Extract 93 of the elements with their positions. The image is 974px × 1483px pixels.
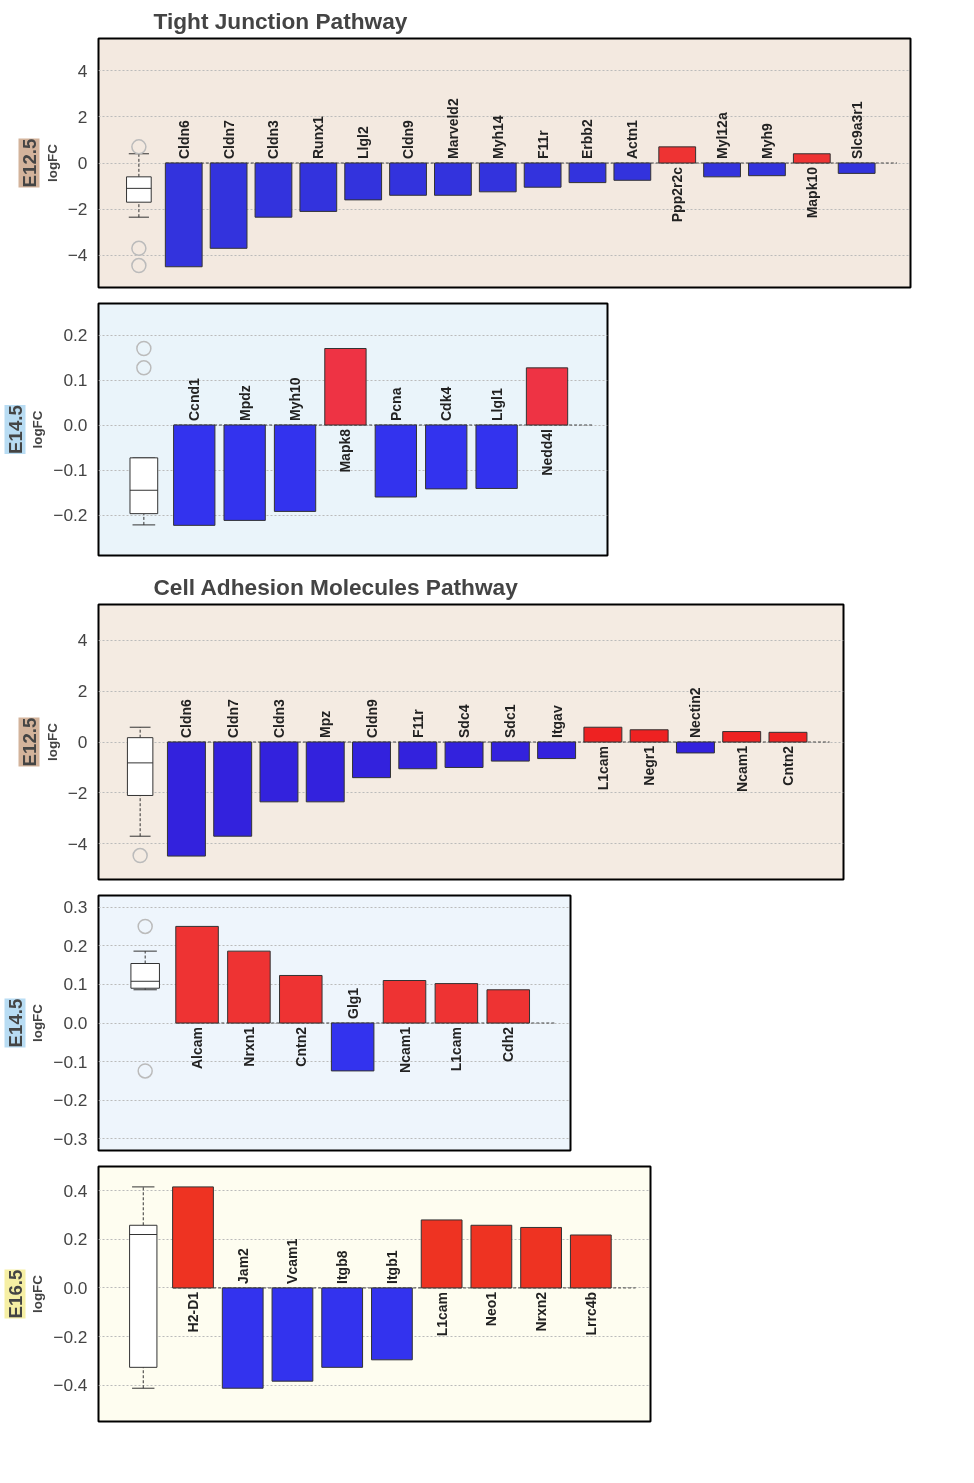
x-tick-label: Cldn6 xyxy=(175,119,192,159)
x-tick-label: Nrxn1 xyxy=(240,1026,257,1067)
y-tick-label: −2 xyxy=(67,782,88,803)
x-tick-label: Pcna xyxy=(387,387,404,421)
chart-title: Cell Adhesion Molecules Pathway xyxy=(153,573,519,600)
text: E12.5 xyxy=(18,138,40,188)
x-tick-label: Ccnd1 xyxy=(186,378,203,421)
text: E16.5 xyxy=(4,1269,26,1319)
y-tick-label: 0.2 xyxy=(63,325,88,345)
x-tick-label: Llgl2 xyxy=(355,126,372,159)
x-tick-label: Lrrc4b xyxy=(582,1291,599,1336)
text: E14.5 xyxy=(4,405,26,454)
y-tick-label: 0.0 xyxy=(63,1013,88,1033)
x-tick-label: Marveld2 xyxy=(444,98,461,159)
y-axis-title: logFC xyxy=(44,143,60,182)
text: E14.5 xyxy=(4,998,26,1048)
y-axis-title: logFC xyxy=(30,1003,46,1042)
x-tick-label: Cldn9 xyxy=(400,119,417,159)
y-tick-label: 4 xyxy=(77,60,88,81)
x-tick-label: Mapk8 xyxy=(337,428,354,473)
x-tick-label: Mpz xyxy=(317,710,334,738)
x-tick-label: Itgb1 xyxy=(383,1250,400,1284)
x-tick-label: Ncam1 xyxy=(396,1026,413,1073)
y-tick-label: 2 xyxy=(77,681,88,702)
x-tick-label: F11r xyxy=(534,129,551,159)
x-tick-label: Ppp2r2c xyxy=(669,166,686,223)
x-tick-label: Cldn3 xyxy=(270,698,287,738)
y-tick-label: 0.1 xyxy=(63,370,88,390)
y-tick-label: 0.2 xyxy=(63,935,88,956)
x-tick-label: Cdh2 xyxy=(500,1026,517,1062)
y-tick-label: −0.4 xyxy=(53,1375,88,1396)
x-tick-label: Actn1 xyxy=(624,119,641,159)
y-tick-label: 0.2 xyxy=(63,1229,88,1250)
x-tick-label: Myh9 xyxy=(758,123,775,159)
x-tick-label: Nrxn2 xyxy=(533,1291,550,1332)
x-tick-label: Runx1 xyxy=(310,116,327,159)
x-tick-label: Myl12a xyxy=(714,112,731,159)
x-tick-label: L1cam xyxy=(433,1291,450,1337)
x-tick-label: Cldn6 xyxy=(178,698,195,738)
y-tick-label: −0.2 xyxy=(53,1326,88,1347)
y-tick-label: −4 xyxy=(67,245,88,266)
y-axis-title: logFC xyxy=(44,722,60,761)
x-tick-label: Cldn9 xyxy=(363,698,380,738)
y-tick-label: 0 xyxy=(77,732,88,752)
x-tick-label: Slc9a3r1 xyxy=(848,101,865,159)
x-tick-label: Neo1 xyxy=(483,1291,500,1327)
x-tick-label: Cldn7 xyxy=(224,698,241,738)
y-tick-label: 0.0 xyxy=(63,1277,88,1298)
x-tick-label: Ncam1 xyxy=(733,745,750,792)
x-tick-label: Itgb8 xyxy=(334,1250,351,1284)
x-tick-label: Negr1 xyxy=(641,745,658,786)
y-tick-label: 2 xyxy=(77,106,88,127)
x-tick-label: L1cam xyxy=(448,1027,465,1072)
y-tick-label: 0.0 xyxy=(63,415,88,435)
x-tick-label: Cntn2 xyxy=(779,745,796,786)
y-tick-label: −4 xyxy=(67,833,88,854)
x-tick-label: Glg1 xyxy=(344,987,361,1019)
y-tick-label: −0.1 xyxy=(53,1051,88,1072)
y-axis-title: logFC xyxy=(30,1274,46,1313)
y-axis-title: logFC xyxy=(30,410,46,449)
x-tick-label: Myh10 xyxy=(287,377,304,421)
x-tick-label: Cldn7 xyxy=(220,119,237,159)
x-tick-label: Vcam1 xyxy=(284,1238,301,1284)
y-tick-label: −0.2 xyxy=(53,505,88,525)
x-tick-label: Jam2 xyxy=(234,1247,251,1284)
x-tick-label: Erbb2 xyxy=(579,119,596,159)
y-tick-label: 0.4 xyxy=(63,1180,88,1201)
y-tick-label: −0.2 xyxy=(53,1090,88,1111)
x-tick-label: Itgav xyxy=(548,705,565,738)
x-tick-label: Sdc4 xyxy=(456,704,473,738)
y-tick-label: 4 xyxy=(77,630,88,651)
x-tick-label: Llgl1 xyxy=(488,388,505,421)
x-tick-label: Sdc1 xyxy=(502,704,519,738)
x-tick-label: Mapk10 xyxy=(803,166,820,219)
text: E12.5 xyxy=(18,717,40,767)
y-tick-label: 0.3 xyxy=(63,897,88,918)
x-tick-label: F11r xyxy=(409,708,426,738)
x-tick-label: Myh14 xyxy=(489,115,506,159)
x-tick-label: Nedd4l xyxy=(539,428,556,476)
chart-title: Tight Junction Pathway xyxy=(153,7,408,34)
y-tick-label: 0.1 xyxy=(63,974,88,995)
y-tick-label: 0 xyxy=(77,153,88,173)
y-tick-label: −0.1 xyxy=(53,460,88,480)
x-tick-label: Cdk4 xyxy=(438,386,455,421)
x-tick-label: L1cam xyxy=(594,746,611,791)
x-tick-label: Mpdz xyxy=(236,385,253,421)
x-tick-label: Cldn3 xyxy=(265,119,282,159)
y-tick-label: −0.3 xyxy=(53,1128,88,1149)
x-tick-label: Alcam xyxy=(189,1026,206,1070)
x-tick-label: H2-D1 xyxy=(184,1291,201,1333)
y-tick-label: −2 xyxy=(67,199,88,220)
x-tick-label: Cntn2 xyxy=(292,1026,309,1067)
x-tick-label: Nectin2 xyxy=(687,687,704,738)
